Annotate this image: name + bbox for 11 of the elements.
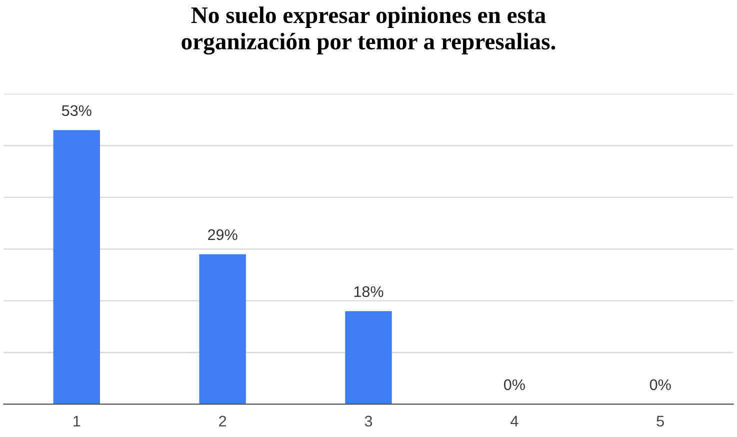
x-tick-label: 2 — [219, 416, 226, 426]
x-tick-label: 1 — [74, 416, 80, 426]
data-label: 0% — [650, 379, 671, 390]
x-tick-label: 5 — [656, 416, 664, 427]
chart-title: No suelo expresar opiniones en esta organización por temor a represalias. — [182, 6, 556, 55]
data-label: 29% — [208, 229, 238, 240]
x-tick-label: 4 — [510, 416, 518, 426]
data-label: 53% — [62, 105, 92, 116]
x-tick-label: 3 — [364, 416, 372, 427]
data-label: 18% — [354, 286, 384, 298]
data-label: 0% — [504, 379, 525, 390]
